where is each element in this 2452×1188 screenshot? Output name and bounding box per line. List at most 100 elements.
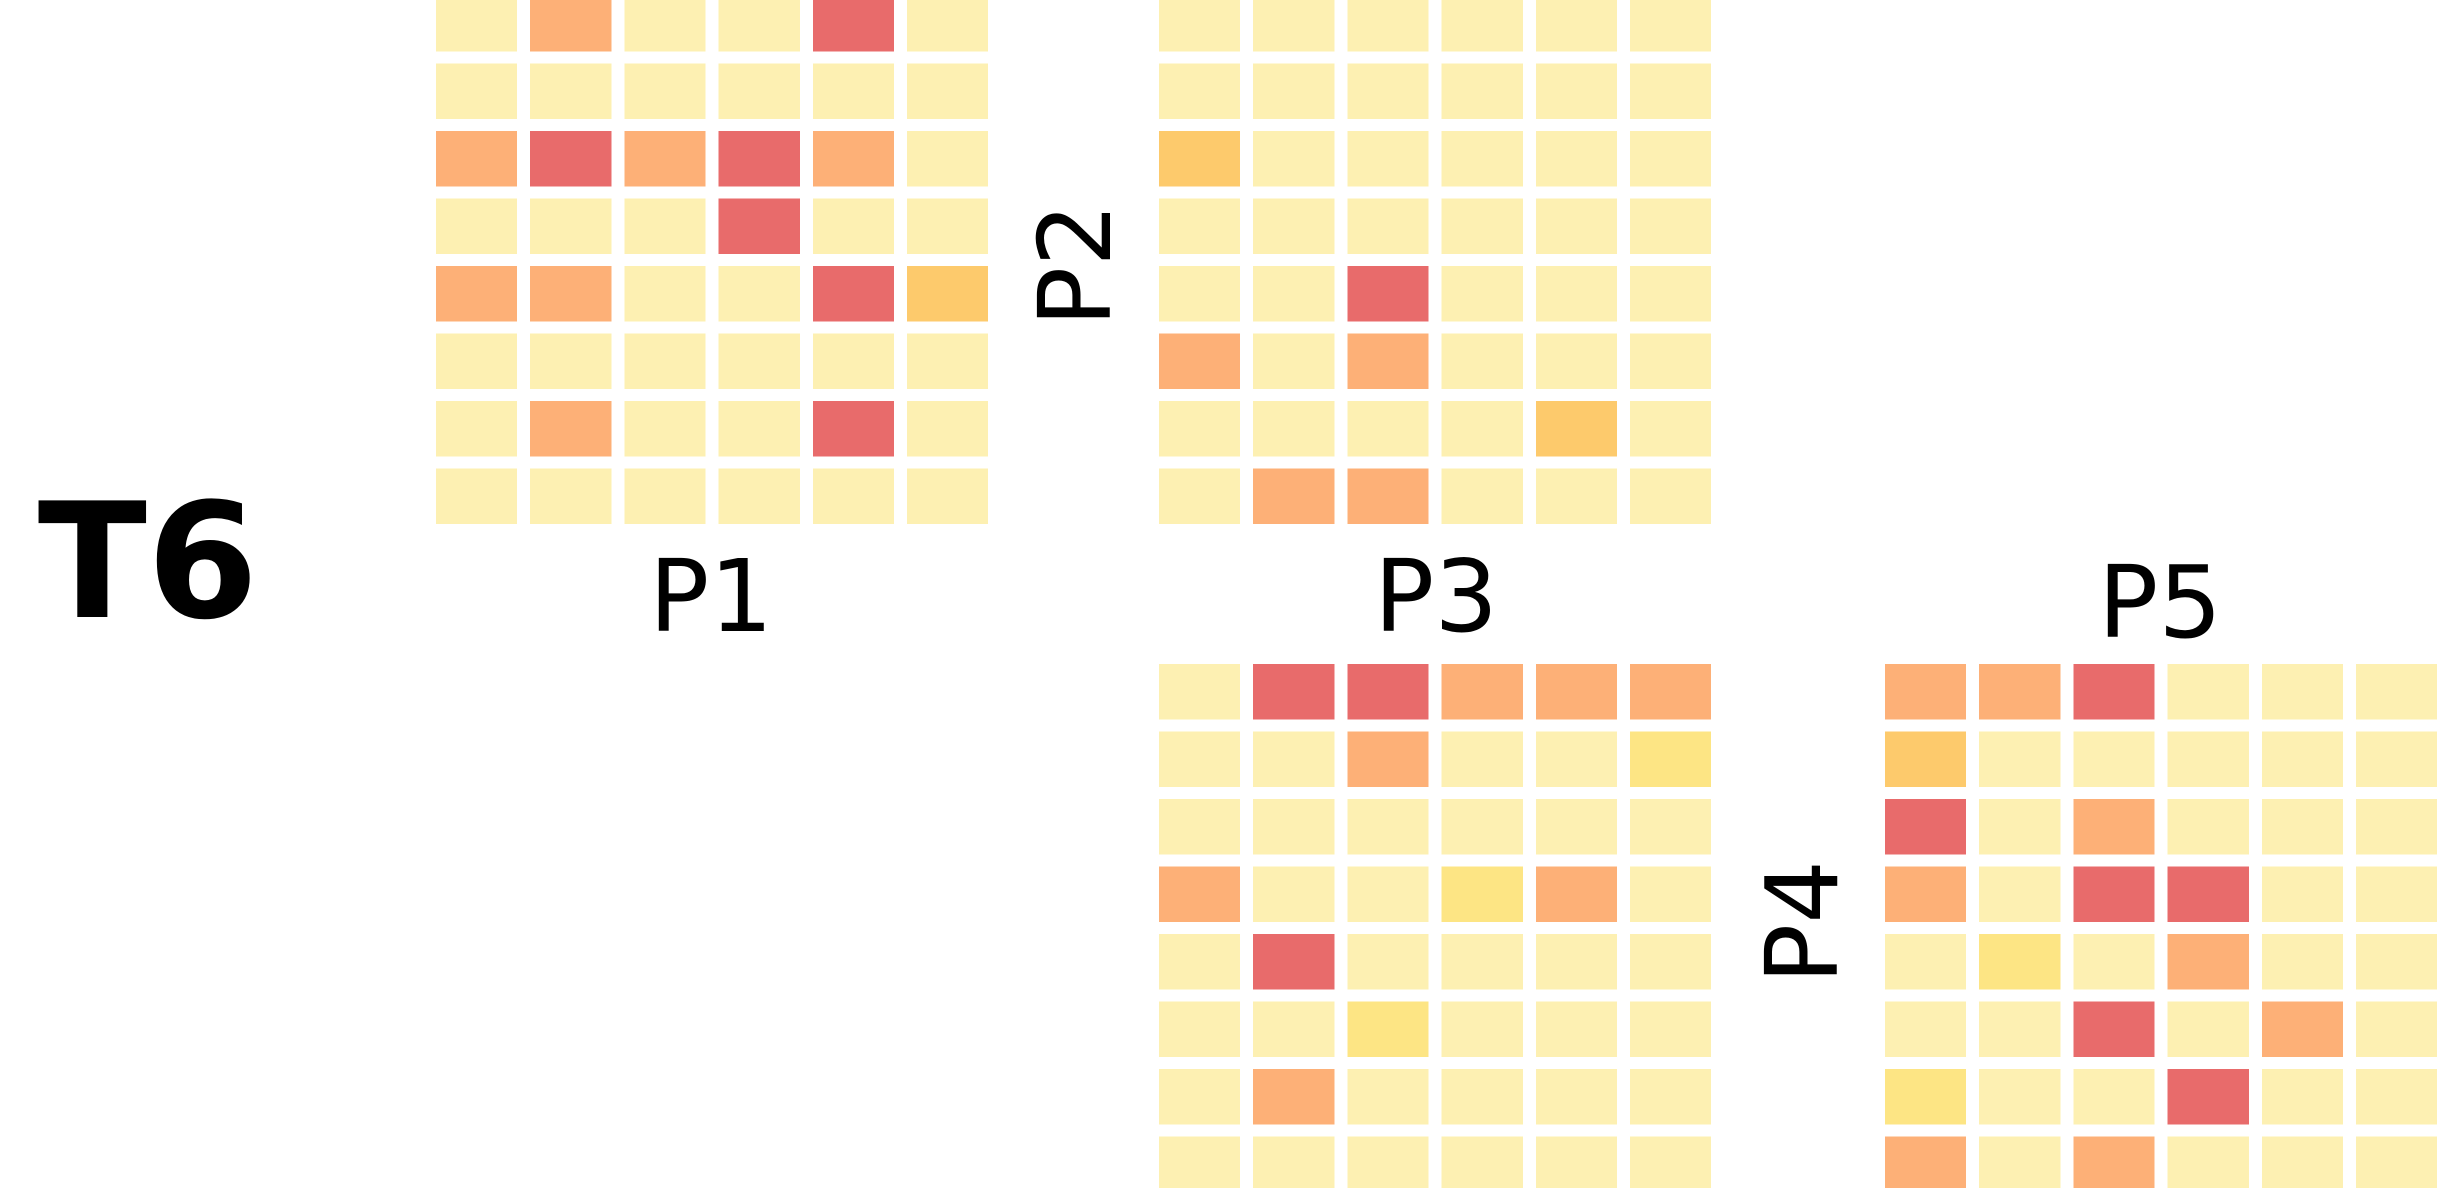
heatmap-cell-p2-r8-c5 xyxy=(1535,468,1617,524)
label-p3: P3 xyxy=(1374,538,1498,655)
heatmap-cell-p2-r7-c3 xyxy=(1347,401,1429,457)
heatmap-cell-p1-r7-c1 xyxy=(436,401,518,457)
heatmap-cell-p1-r2-c6 xyxy=(907,63,989,119)
heatmap-cell-p3-r4-c4 xyxy=(1441,866,1523,922)
heatmap-cell-p2-r6-c4 xyxy=(1441,333,1523,389)
heatmap-cell-p4-r1-c1 xyxy=(1885,664,1967,720)
heatmap-p1 xyxy=(436,0,989,524)
heatmap-cell-p4-r2-c5 xyxy=(2261,731,2343,787)
heatmap-cell-p1-r7-c5 xyxy=(812,401,894,457)
label-p4: P4 xyxy=(1744,860,1861,984)
heatmap-cell-p3-r2-c3 xyxy=(1347,731,1429,787)
heatmap-cell-p3-r8-c2 xyxy=(1253,1136,1335,1188)
heatmap-cell-p2-r7-c4 xyxy=(1441,401,1523,457)
heatmap-cell-p2-r1-c4 xyxy=(1441,0,1523,52)
heatmap-cell-p3-r7-c1 xyxy=(1159,1069,1241,1125)
heatmap-cell-p4-r3-c3 xyxy=(2073,799,2155,855)
heatmap-cell-p3-r2-c1 xyxy=(1159,731,1241,787)
heatmap-cell-p4-r1-c4 xyxy=(2167,664,2249,720)
heatmap-cell-p4-r8-c5 xyxy=(2261,1136,2343,1188)
heatmap-cell-p1-r1-c4 xyxy=(718,0,800,52)
heatmap-cell-p2-r1-c6 xyxy=(1630,0,1712,52)
heatmap-cell-p3-r5-c4 xyxy=(1441,934,1523,990)
heatmap-cell-p1-r4-c1 xyxy=(436,198,518,254)
heatmap-cell-p1-r2-c4 xyxy=(718,63,800,119)
heatmap-cell-p3-r6-c6 xyxy=(1630,1001,1712,1057)
heatmap-cell-p2-r1-c3 xyxy=(1347,0,1429,52)
heatmap-cell-p1-r4-c2 xyxy=(530,198,612,254)
heatmap-cell-p2-r8-c2 xyxy=(1253,468,1335,524)
heatmap-cell-p1-r2-c3 xyxy=(624,63,706,119)
heatmap-cell-p3-r8-c3 xyxy=(1347,1136,1429,1188)
heatmap-cell-p3-r7-c3 xyxy=(1347,1069,1429,1125)
heatmap-cell-p3-r3-c1 xyxy=(1159,799,1241,855)
heatmap-cell-p4-r4-c2 xyxy=(1979,866,2061,922)
heatmap-cell-p4-r2-c3 xyxy=(2073,731,2155,787)
heatmap-cell-p4-r6-c3 xyxy=(2073,1001,2155,1057)
heatmap-cell-p4-r6-c5 xyxy=(2261,1001,2343,1057)
heatmap-cell-p3-r4-c5 xyxy=(1535,866,1617,922)
heatmap-cell-p1-r8-c6 xyxy=(907,468,989,524)
heatmap-cell-p3-r1-c2 xyxy=(1253,664,1335,720)
heatmap-cell-p4-r3-c2 xyxy=(1979,799,2061,855)
heatmap-cell-p4-r8-c4 xyxy=(2167,1136,2249,1188)
heatmap-cell-p4-r2-c2 xyxy=(1979,731,2061,787)
heatmap-cell-p3-r2-c2 xyxy=(1253,731,1335,787)
heatmap-cell-p4-r6-c6 xyxy=(2356,1001,2438,1057)
heatmap-cell-p3-r8-c4 xyxy=(1441,1136,1523,1188)
heatmap-cell-p4-r1-c3 xyxy=(2073,664,2155,720)
heatmap-cell-p2-r4-c1 xyxy=(1159,198,1241,254)
heatmap-cell-p4-r8-c2 xyxy=(1979,1136,2061,1188)
heatmap-cell-p4-r4-c6 xyxy=(2356,866,2438,922)
label-p1: P1 xyxy=(649,538,773,655)
heatmap-cell-p4-r3-c4 xyxy=(2167,799,2249,855)
heatmap-cell-p4-r4-c1 xyxy=(1885,866,1967,922)
heatmap-cell-p3-r3-c4 xyxy=(1441,799,1523,855)
heatmap-cell-p3-r7-c4 xyxy=(1441,1069,1523,1125)
heatmap-cell-p3-r7-c6 xyxy=(1630,1069,1712,1125)
heatmap-cell-p3-r4-c1 xyxy=(1159,866,1241,922)
heatmap-cell-p2-r8-c6 xyxy=(1630,468,1712,524)
heatmap-cell-p1-r5-c3 xyxy=(624,266,706,322)
heatmap-cell-p4-r4-c5 xyxy=(2261,866,2343,922)
heatmap-cell-p1-r6-c4 xyxy=(718,333,800,389)
heatmap-cell-p4-r7-c3 xyxy=(2073,1069,2155,1125)
heatmap-cell-p3-r4-c3 xyxy=(1347,866,1429,922)
heatmap-cell-p1-r2-c1 xyxy=(436,63,518,119)
heatmap-cell-p4-r2-c1 xyxy=(1885,731,1967,787)
heatmap-cell-p1-r8-c1 xyxy=(436,468,518,524)
heatmap-cell-p3-r3-c5 xyxy=(1535,799,1617,855)
heatmap-cell-p1-r3-c4 xyxy=(718,131,800,187)
heatmap-cell-p4-r5-c5 xyxy=(2261,934,2343,990)
heatmap-cell-p4-r3-c5 xyxy=(2261,799,2343,855)
heatmap-cell-p1-r8-c2 xyxy=(530,468,612,524)
heatmap-cell-p1-r3-c1 xyxy=(436,131,518,187)
heatmap-cell-p2-r7-c1 xyxy=(1159,401,1241,457)
heatmap-cell-p4-r3-c1 xyxy=(1885,799,1967,855)
heatmap-cell-p3-r6-c5 xyxy=(1535,1001,1617,1057)
heatmap-cell-p2-r4-c4 xyxy=(1441,198,1523,254)
heatmap-cell-p2-r8-c4 xyxy=(1441,468,1523,524)
heatmap-cell-p1-r6-c5 xyxy=(812,333,894,389)
heatmap-cell-p1-r4-c6 xyxy=(907,198,989,254)
heatmap-cell-p1-r8-c3 xyxy=(624,468,706,524)
heatmap-cell-p4-r5-c4 xyxy=(2167,934,2249,990)
heatmap-p3 xyxy=(1159,664,1712,1188)
heatmap-cell-p1-r3-c2 xyxy=(530,131,612,187)
heatmap-cell-p4-r3-c6 xyxy=(2356,799,2438,855)
heatmap-cell-p3-r6-c3 xyxy=(1347,1001,1429,1057)
heatmap-cell-p2-r2-c5 xyxy=(1535,63,1617,119)
heatmap-cell-p2-r5-c6 xyxy=(1630,266,1712,322)
heatmap-cell-p2-r4-c2 xyxy=(1253,198,1335,254)
heatmap-cell-p2-r6-c5 xyxy=(1535,333,1617,389)
heatmap-cell-p2-r3-c1 xyxy=(1159,131,1241,187)
heatmap-cell-p1-r3-c3 xyxy=(624,131,706,187)
heatmap-cell-p1-r5-c6 xyxy=(907,266,989,322)
heatmap-cell-p3-r1-c6 xyxy=(1630,664,1712,720)
heatmap-grids xyxy=(436,0,2438,1188)
heatmap-cell-p2-r7-c2 xyxy=(1253,401,1335,457)
label-p5: P5 xyxy=(2098,544,2222,661)
heatmap-cell-p3-r2-c4 xyxy=(1441,731,1523,787)
heatmap-cell-p4-r2-c4 xyxy=(2167,731,2249,787)
